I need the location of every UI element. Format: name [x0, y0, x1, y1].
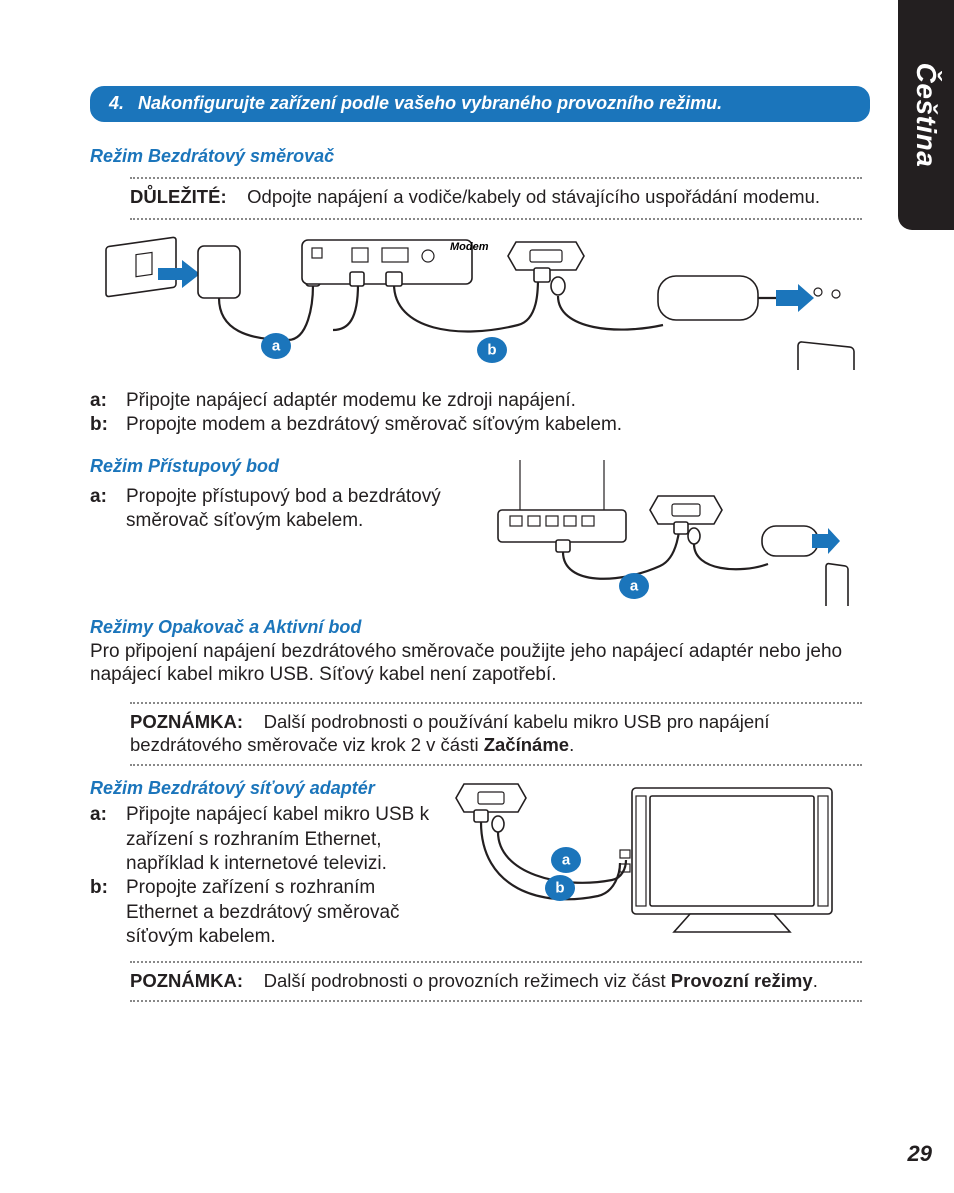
badge-b-label: b [487, 342, 496, 359]
note-text: Další podrobnosti o provozních režimech … [264, 970, 671, 991]
step-b-text: Propojte modem a bezdrátový směrovač síť… [126, 413, 870, 437]
important-note: DŮLEŽITÉ: Odpojte napájení a vodiče/kabe… [130, 185, 860, 208]
step-number: 4. [109, 93, 124, 114]
note-box: POZNÁMKA: Další podrobnosti o používání … [130, 710, 860, 756]
page-content: 4. Nakonfigurujte zařízení podle vašeho … [90, 86, 870, 1008]
divider-dotted [130, 1000, 862, 1002]
step-a-text: Propojte přístupový bod a bezdrátový smě… [126, 485, 470, 534]
section3-body: Pro připojení napájení bezdrátového směr… [90, 640, 870, 686]
note-bold: Začínáme [484, 734, 569, 755]
section2-heading: Režim Přístupový bod [90, 456, 470, 477]
section4-heading: Režim Bezdrátový síťový adaptér [90, 778, 430, 799]
divider-dotted [130, 702, 862, 704]
divider-dotted [130, 177, 862, 179]
badge-a-label: a [562, 852, 571, 869]
note-label: POZNÁMKA: [130, 711, 243, 732]
step-title: Nakonfigurujte zařízení podle vašeho vyb… [138, 93, 722, 114]
diagram-ap-mode: a [490, 456, 870, 611]
step-b-label: b: [90, 876, 126, 949]
diagram-adapter-mode: a b [450, 778, 870, 953]
step-a-label: a: [90, 485, 126, 534]
note-label: POZNÁMKA: [130, 970, 243, 991]
section1-steps: a: Připojte napájecí adaptér modemu ke z… [90, 389, 870, 438]
step-a-text: Připojte napájecí adaptér modemu ke zdro… [126, 389, 870, 413]
note-tail: . [813, 970, 818, 991]
footer-note: POZNÁMKA: Další podrobnosti o provozních… [130, 969, 860, 992]
step-a-text: Připojte napájecí kabel mikro USB k zaří… [126, 803, 430, 876]
section3-heading: Režimy Opakovač a Aktivní bod [90, 617, 870, 638]
language-label: Čeština [910, 63, 942, 168]
badge-a-label: a [630, 577, 639, 594]
diagram-router-mode: Modem [98, 230, 870, 375]
divider-dotted [130, 218, 862, 220]
note-tail: . [569, 734, 574, 755]
step-b-label: b: [90, 413, 126, 437]
divider-dotted [130, 961, 862, 963]
note-bold: Provozní režimy [671, 970, 813, 991]
step-heading-pill: 4. Nakonfigurujte zařízení podle vašeho … [90, 86, 870, 122]
important-text: Odpojte napájení a vodiče/kabely od stáv… [247, 186, 820, 207]
step-a-label: a: [90, 389, 126, 413]
page-number: 29 [908, 1141, 932, 1167]
divider-dotted [130, 764, 862, 766]
language-side-tab: Čeština [898, 0, 954, 230]
step-b-text: Propojte zařízení s rozhraním Ethernet a… [126, 876, 430, 949]
modem-label-text: Modem [450, 241, 489, 253]
badge-a-label: a [272, 338, 281, 355]
section1-heading: Režim Bezdrátový směrovač [90, 146, 870, 167]
step-a-label: a: [90, 803, 126, 876]
badge-b-label: b [555, 880, 564, 897]
important-label: DŮLEŽITÉ: [130, 186, 227, 207]
